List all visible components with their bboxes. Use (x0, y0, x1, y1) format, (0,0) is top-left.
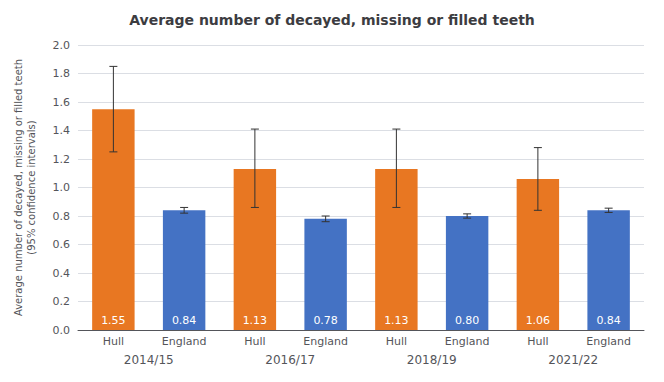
svg-text:Hull: Hull (103, 335, 124, 348)
svg-text:(95% confidence intervals): (95% confidence intervals) (26, 120, 37, 255)
svg-text:0.8: 0.8 (53, 210, 71, 223)
svg-text:0.80: 0.80 (455, 314, 480, 327)
svg-text:1.13: 1.13 (384, 314, 409, 327)
svg-text:Hull: Hull (244, 335, 265, 348)
svg-text:0.84: 0.84 (172, 314, 197, 327)
svg-text:England: England (303, 335, 348, 348)
svg-text:0.2: 0.2 (53, 295, 71, 308)
svg-text:Average number of decayed, mis: Average number of decayed, missing or fi… (13, 59, 24, 316)
svg-text:0.84: 0.84 (596, 314, 621, 327)
svg-text:2.0: 2.0 (53, 39, 71, 52)
svg-text:1.0: 1.0 (53, 181, 71, 194)
svg-text:1.8: 1.8 (53, 67, 71, 80)
svg-text:1.13: 1.13 (243, 314, 268, 327)
svg-text:Average number of decayed, mis: Average number of decayed, missing or fi… (129, 12, 535, 28)
svg-text:Hull: Hull (386, 335, 407, 348)
svg-text:2018/19: 2018/19 (407, 353, 457, 367)
svg-text:England: England (445, 335, 490, 348)
svg-text:0.4: 0.4 (53, 267, 71, 280)
svg-text:England: England (586, 335, 631, 348)
svg-text:1.2: 1.2 (53, 153, 71, 166)
svg-text:England: England (162, 335, 207, 348)
svg-text:2021/22: 2021/22 (548, 353, 598, 367)
svg-text:1.55: 1.55 (101, 314, 126, 327)
svg-text:1.06: 1.06 (526, 314, 551, 327)
svg-text:2016/17: 2016/17 (265, 353, 315, 367)
svg-text:Hull: Hull (527, 335, 548, 348)
svg-text:1.4: 1.4 (53, 124, 71, 137)
svg-text:0.78: 0.78 (313, 314, 338, 327)
svg-text:2014/15: 2014/15 (124, 353, 174, 367)
svg-text:0.0: 0.0 (53, 324, 71, 337)
svg-text:1.6: 1.6 (53, 96, 71, 109)
svg-text:0.6: 0.6 (53, 238, 71, 251)
